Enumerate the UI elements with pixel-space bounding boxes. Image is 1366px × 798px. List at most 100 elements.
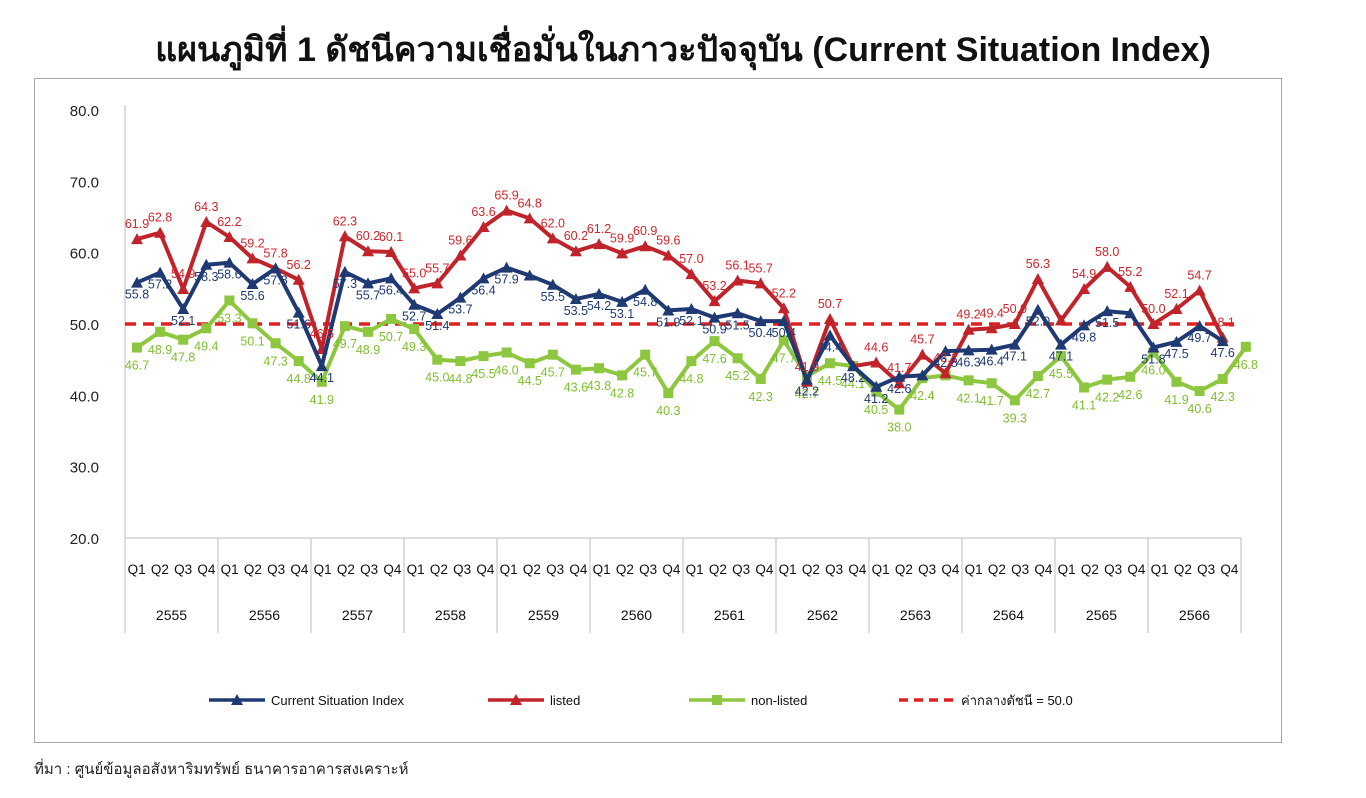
nonlisted-data-label: 47.3 xyxy=(263,354,287,368)
x-tick-quarter: Q4 xyxy=(848,562,867,577)
current-point xyxy=(569,293,582,305)
current-data-label: 55.6 xyxy=(240,289,264,303)
current-point xyxy=(1124,307,1137,319)
x-tick-quarter: Q1 xyxy=(1151,562,1169,577)
current-point xyxy=(523,269,536,281)
x-tick-quarter: Q1 xyxy=(593,562,611,577)
x-tick-quarter: Q1 xyxy=(314,562,332,577)
current-point xyxy=(847,360,860,372)
current-point xyxy=(177,303,190,315)
listed-point xyxy=(362,245,374,257)
current-data-label: 57.8 xyxy=(263,273,287,287)
x-tick-quarter: Q2 xyxy=(430,562,448,577)
listed-point xyxy=(200,215,213,227)
line-chart: 20.0 30.0 40.0 50.0 60.0 70.0 80.0 Q1 Q2 Q3 Q4 Q1 Q2… xyxy=(70,103,1258,708)
current-data-label: 52.1 xyxy=(679,314,703,328)
current-point xyxy=(616,295,629,307)
listed-data-label: 55.7 xyxy=(425,261,449,275)
listed-point xyxy=(131,233,143,245)
current-point xyxy=(154,266,167,278)
current-data-label: 50.4 xyxy=(772,326,796,340)
current-data-label: 47.6 xyxy=(1211,346,1235,360)
nonlisted-data-label: 42.2 xyxy=(1095,391,1119,405)
nonlisted-data-label: 48.9 xyxy=(148,343,172,357)
listed-point xyxy=(477,220,490,232)
legend-current-label: Current Situation Index xyxy=(271,693,404,708)
x-tick-quarter: Q3 xyxy=(639,562,657,577)
x-tick-quarter: Q2 xyxy=(151,562,169,577)
x-tick-quarter: Q3 xyxy=(1104,562,1122,577)
nonlisted-point xyxy=(1032,371,1043,382)
x-tick-quarter: Q1 xyxy=(128,562,146,577)
current-data-label: 46.4 xyxy=(980,355,1004,369)
y-tick-label: 20.0 xyxy=(70,531,99,548)
x-tick-year: 2560 xyxy=(621,607,652,623)
listed-data-label: 62.2 xyxy=(217,215,241,229)
x-tick-quarter: Q1 xyxy=(686,562,704,577)
nonlisted-data-label: 40.3 xyxy=(656,404,680,418)
listed-data-label: 59.6 xyxy=(448,234,472,248)
listed-point xyxy=(1055,314,1067,326)
nonlisted-point xyxy=(478,351,489,362)
nonlisted-point xyxy=(617,370,628,381)
nonlisted-point xyxy=(247,318,258,329)
listed-point xyxy=(454,249,467,261)
current-point xyxy=(593,288,605,300)
listed-data-label: 55.0 xyxy=(402,266,426,280)
listed-point xyxy=(1008,318,1021,329)
x-tick-quarter: Q1 xyxy=(221,562,239,577)
nonlisted-point xyxy=(825,358,835,369)
nonlisted-data-label: 47.8 xyxy=(171,351,195,365)
nonlisted-point xyxy=(640,349,651,360)
x-tick-year: 2564 xyxy=(993,607,1024,623)
nonlisted-data-label: 41.7 xyxy=(980,394,1004,408)
nonlisted-point xyxy=(1009,395,1020,406)
current-point xyxy=(1031,303,1044,315)
x-tick-quarter: Q3 xyxy=(546,562,564,577)
nonlisted-data-label: 40.6 xyxy=(1187,402,1211,416)
legend-listed-label: listed xyxy=(550,693,580,708)
current-data-label: 55.7 xyxy=(356,288,380,302)
current-point xyxy=(408,298,421,310)
current-point xyxy=(824,329,836,341)
x-tick-quarter: Q1 xyxy=(500,562,518,577)
nonlisted-point xyxy=(778,335,789,346)
listed-point xyxy=(708,295,721,307)
legend-nonlisted-label: non-listed xyxy=(751,693,807,708)
x-tick-quarter: Q1 xyxy=(779,562,797,577)
listed-data-label: 54.7 xyxy=(1187,268,1211,282)
current-data-label: 51.9 xyxy=(656,315,680,329)
nonlisted-point xyxy=(270,338,281,349)
current-point xyxy=(939,345,952,357)
nonlisted-point xyxy=(1125,371,1136,382)
nonlisted-data-label: 46.0 xyxy=(494,364,518,378)
nonlisted-point xyxy=(686,356,697,367)
listed-data-label: 56.2 xyxy=(287,258,311,272)
current-point xyxy=(338,265,351,277)
x-tick-quarter: Q3 xyxy=(453,562,471,577)
current-point xyxy=(639,283,652,295)
x-tick-quarter: Q2 xyxy=(988,562,1006,577)
current-point xyxy=(200,258,213,270)
current-point xyxy=(1055,338,1067,350)
nonlisted-data-label: 42.7 xyxy=(795,387,819,401)
nonlisted-data-label: 39.3 xyxy=(1003,411,1027,425)
current-data-label: 52.1 xyxy=(171,314,195,328)
current-point xyxy=(1101,305,1114,317)
x-tick-quarter: Q3 xyxy=(732,562,750,577)
nonlisted-point xyxy=(1194,386,1205,397)
x-tick-quarter: Q3 xyxy=(918,562,936,577)
current-data-label: 57.9 xyxy=(494,273,518,287)
nonlisted-point xyxy=(709,336,720,347)
nonlisted-point xyxy=(293,356,304,367)
listed-data-label: 50.0 xyxy=(1141,302,1165,316)
nonlisted-point xyxy=(524,358,535,369)
listed-data-label: 62.0 xyxy=(541,216,565,230)
listed-data-label: 58.0 xyxy=(1095,245,1119,259)
x-tick-quarter: Q2 xyxy=(616,562,634,577)
x-tick-quarter: Q2 xyxy=(802,562,820,577)
listed-point xyxy=(177,283,190,295)
listed-data-label: 55.7 xyxy=(749,261,773,275)
listed-point xyxy=(431,277,444,289)
nonlisted-data-label: 45.5 xyxy=(471,367,495,381)
